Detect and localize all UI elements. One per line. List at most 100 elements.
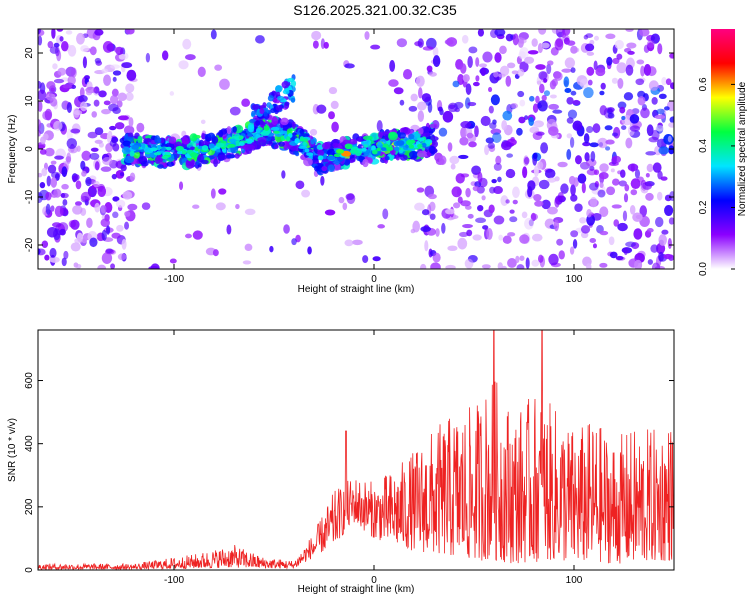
spectrogram-cell [525, 257, 530, 269]
spectrogram-cell [295, 151, 300, 157]
spectrogram-cell [606, 186, 616, 196]
spectrogram-cell [429, 123, 438, 129]
spectrogram-cell [625, 241, 636, 248]
spectrogram-cell [216, 148, 221, 153]
spectrogram-cell [574, 203, 583, 212]
spectrogram-cell [446, 37, 458, 47]
spectrogram-cell [481, 195, 486, 201]
spectrogram-cell [299, 128, 305, 135]
spectrogram-cell [608, 236, 615, 246]
spectrogram-cell [613, 219, 620, 227]
spectrogram-cell [579, 217, 587, 224]
spectrogram-cell [47, 164, 57, 174]
spectrogram-cell [480, 115, 491, 127]
spectrogram-cell [544, 168, 556, 179]
spectrogram-cell [600, 82, 606, 90]
spectrogram-cell [515, 255, 520, 264]
spectrogram-cell [57, 67, 67, 76]
spectrogram-cell [157, 164, 164, 169]
spectrogram-cell [475, 57, 480, 67]
spectrogram-cell [362, 158, 369, 168]
spectrogram-cell [557, 191, 564, 200]
spectrogram-cell [611, 178, 620, 186]
spectrogram-cell [50, 205, 55, 212]
spectrogram-cell [449, 155, 460, 165]
spectrogram-cell [388, 131, 398, 141]
spectrogram-cell [543, 90, 551, 97]
spectrogram-cell [342, 202, 348, 211]
snr-y-tick-label: 400 [24, 435, 35, 452]
spectrogram-cell [547, 177, 557, 183]
spectrogram-cell [85, 90, 93, 96]
colorbar-tick-label: 0.0 [698, 262, 709, 276]
figure-title: S126.2025.321.00.32.C35 [293, 2, 457, 18]
spectrogram-cell [218, 188, 227, 195]
spectrogram-cell [573, 177, 579, 187]
spectrogram-cell [468, 46, 478, 54]
spectrogram-cell [94, 161, 100, 171]
spectrogram-cell [363, 144, 369, 148]
spectrogram-cell [408, 150, 418, 159]
spectrogram-cell [432, 46, 439, 57]
spectrogram-cell [424, 139, 433, 145]
spectrogram-cell [592, 243, 597, 249]
spectrogram-cell [195, 159, 200, 165]
spectrogram-cell [207, 132, 215, 139]
spectrogram-cell [548, 103, 559, 110]
spectrogram-cell [535, 64, 546, 70]
spectrogram-cell [281, 81, 290, 89]
spectrogram-cell [143, 147, 152, 153]
spectrogram-cell [427, 193, 437, 200]
spectrogram-cell [197, 66, 206, 78]
spectrogram-cell [429, 213, 436, 220]
spectrogram-cell [361, 147, 367, 152]
spectrogram-cell [485, 137, 495, 144]
spectrogram-cell [586, 209, 592, 218]
spectrogram-cell [612, 57, 620, 65]
spectrogram-cell [74, 238, 83, 244]
spectrogram-cell [242, 260, 252, 265]
spectrogram-cell [493, 215, 505, 225]
spectrogram-y-label: Frequency (Hz) [7, 115, 18, 184]
spectrogram-cell [40, 136, 46, 144]
spectrogram-cell [255, 127, 261, 134]
spectrogram-cell [46, 226, 58, 238]
spectrogram-cell [235, 204, 240, 210]
spectrogram-cell [605, 139, 615, 145]
spectrogram-cell [51, 29, 56, 39]
spectrogram-cell [101, 108, 112, 115]
spectrogram-cell [312, 40, 319, 49]
spectrogram-cell [655, 216, 664, 228]
spectrogram-cell [592, 123, 601, 134]
spectrogram-cell [427, 102, 433, 113]
spectrogram-cell [586, 51, 595, 56]
spectrogram-cell [667, 135, 672, 143]
spectrogram-cell [599, 206, 609, 218]
spectrogram-cell [384, 155, 390, 161]
spectrogram-cell [619, 169, 626, 178]
spectrogram-cell [115, 122, 125, 130]
spectrogram-cell [70, 242, 81, 252]
colorbar: 0.0 0.2 0.4 0.6 Normalized spectral amplitu… [698, 29, 748, 276]
spectrogram-cell [432, 252, 441, 263]
spectrogram-cell [371, 145, 376, 152]
spectrogram-cell [181, 136, 189, 145]
spectrogram-cell [117, 92, 127, 102]
spectrogram-cell [467, 213, 474, 219]
snr-y-tick-label: 0 [24, 567, 35, 573]
spectrogram-cell [49, 97, 58, 107]
spectrogram-cell [344, 63, 355, 69]
spectrogram-x-tick-label: 100 [566, 274, 583, 285]
spectrogram-cell [82, 56, 87, 69]
spectrogram-cell [524, 115, 529, 120]
spectrogram-cell [110, 64, 121, 69]
spectrogram-cell [334, 162, 341, 171]
spectrogram-cell [557, 29, 564, 33]
spectrogram-cell [493, 71, 499, 78]
spectrogram-cell [275, 105, 283, 112]
spectrogram-y-tick-label: 0 [24, 146, 35, 152]
spectrogram-cell [414, 202, 425, 211]
spectrogram-cell [582, 141, 591, 147]
spectrogram-cell [492, 132, 502, 143]
spectrogram-cell [129, 172, 136, 182]
